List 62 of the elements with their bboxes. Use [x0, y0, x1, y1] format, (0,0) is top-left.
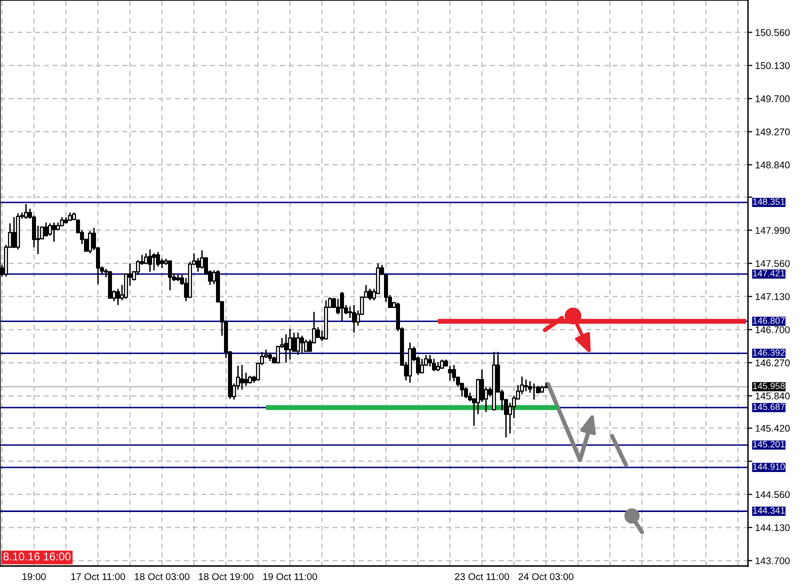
y-tick-label: 145.420 [756, 424, 790, 432]
candlestick [288, 328, 292, 360]
y-tick-label: 149.700 [756, 95, 790, 102]
candlestick [368, 288, 372, 302]
candlestick [196, 257, 200, 273]
y-tick-label: 150.130 [756, 62, 790, 70]
x-tick-label: 18 Oct 19:00 [198, 573, 254, 580]
candlestick [240, 364, 244, 390]
y-tick-label: 147.130 [756, 293, 790, 300]
candlestick [148, 248, 152, 273]
candlestick [156, 251, 160, 268]
candlestick [12, 216, 16, 249]
candlestick [432, 358, 436, 372]
candlestick [340, 291, 344, 322]
ref-line-label: 146.392 [753, 349, 785, 356]
candlestick [44, 222, 48, 238]
y-tick-label: 150.560 [756, 29, 790, 36]
ref-line-label: 145.201 [753, 441, 785, 448]
candlestick [352, 304, 356, 334]
candlestick [524, 378, 528, 392]
y-tick-label: 144.560 [756, 491, 790, 498]
candlestick [464, 386, 468, 399]
y-tick-label: 144.130 [756, 524, 790, 532]
candlestick [296, 332, 300, 356]
y-tick-label: 145.840 [756, 392, 790, 400]
candlestick [160, 258, 164, 269]
ref-line-label: 144.910 [753, 463, 785, 470]
x-tick-label: 17 Oct 11:00 [71, 573, 126, 580]
ref-line-label: 145.687 [753, 404, 785, 410]
x-tick-label: 24 Oct 03:00 [518, 573, 574, 580]
candlestick [116, 288, 120, 306]
candlestick [244, 372, 248, 386]
candlestick [152, 252, 156, 271]
ref-line-label: 146.807 [753, 317, 785, 324]
candlestick [428, 354, 432, 368]
candlestick [420, 358, 424, 374]
ref-line-label: 144.341 [753, 507, 785, 514]
candlestick [88, 230, 92, 254]
y-tick-label: 147.990 [756, 226, 790, 234]
candlestick [304, 338, 308, 353]
y-tick-label: 146.270 [756, 359, 790, 366]
ref-line-label: 147.421 [753, 270, 785, 276]
candlestick [24, 203, 28, 220]
x-tick-label: 19:00 [22, 573, 46, 580]
candlestick [436, 361, 440, 372]
y-tick-label: 149.270 [756, 128, 790, 136]
y-tick-label: 146.700 [756, 326, 790, 334]
candlestick [284, 334, 288, 364]
candlestick [60, 216, 64, 228]
y-tick-label: 148.840 [756, 162, 790, 168]
candlestick [168, 260, 172, 292]
candlestick [52, 222, 56, 242]
x-tick-label: 18 Oct 03:00 [134, 573, 190, 580]
y-tick-label: 143.700 [756, 557, 790, 564]
ref-line-label: 145.958 [753, 382, 785, 390]
ref-line-label: 148.351 [753, 198, 785, 205]
x-tick-label: 19 Oct 11:00 [263, 573, 318, 580]
candlestick [440, 358, 444, 370]
candlestick [300, 335, 304, 354]
y-tick-label: 147.560 [756, 260, 790, 267]
annotation: 8.10.16 16:00 [3, 552, 71, 560]
x-tick-label: 23 Oct 11:00 [455, 573, 510, 580]
